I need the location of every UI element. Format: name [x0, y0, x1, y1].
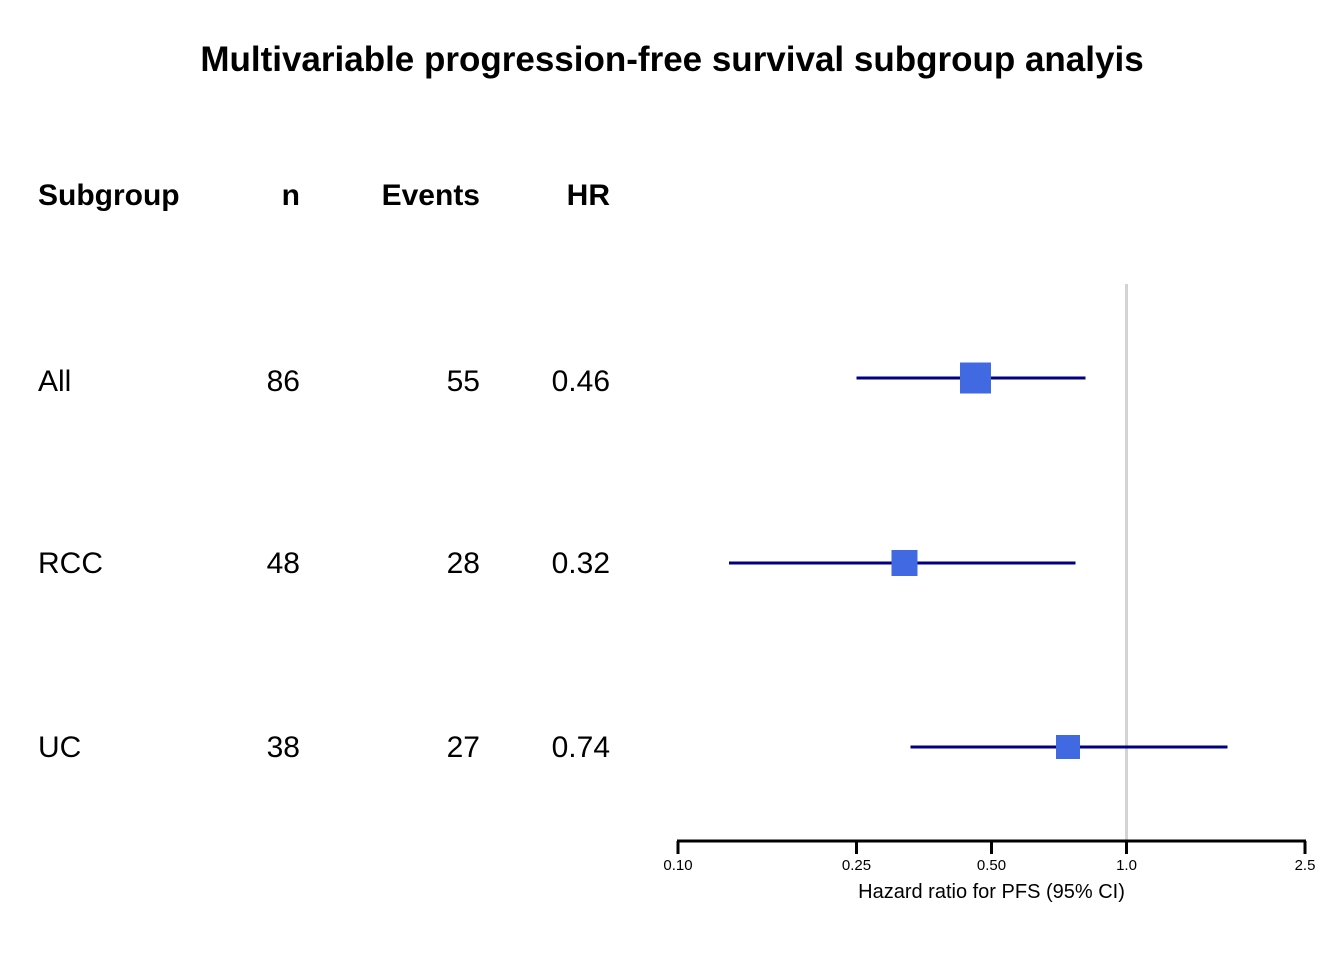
column-header-hr: HR — [566, 179, 610, 212]
x-tick-label-0.10: 0.10 — [663, 857, 693, 874]
row-all-subgroup: All — [38, 365, 72, 398]
row-rcc-hr: 0.32 — [551, 547, 610, 580]
row-all-events: 55 — [446, 365, 480, 398]
column-header-subgroup: Subgroup — [38, 179, 180, 212]
row-uc-n: 38 — [266, 731, 300, 764]
x-axis-title: Hazard ratio for PFS (95% CI) — [858, 881, 1125, 903]
hr-marker-all — [959, 362, 991, 394]
hr-marker-uc — [1055, 735, 1080, 759]
hr-marker-rcc — [891, 550, 918, 576]
x-tick-label-1.0: 1.0 — [1116, 857, 1137, 874]
column-header-events: Events — [381, 179, 480, 212]
x-tick-label-2.5: 2.5 — [1294, 857, 1316, 874]
row-rcc-n: 48 — [266, 547, 300, 580]
chart-title: Multivariable progression-free survival … — [200, 40, 1144, 79]
row-uc-events: 27 — [446, 731, 480, 764]
row-all-n: 86 — [266, 365, 300, 398]
row-all-hr: 0.46 — [551, 365, 610, 398]
column-header-n: n — [281, 179, 300, 212]
x-tick-label-0.25: 0.25 — [841, 857, 872, 874]
row-rcc-subgroup: RCC — [38, 547, 103, 580]
row-rcc-events: 28 — [446, 547, 480, 580]
row-uc-hr: 0.74 — [551, 731, 610, 764]
x-tick-label-0.50: 0.50 — [976, 857, 1007, 874]
row-uc-subgroup: UC — [38, 731, 82, 764]
